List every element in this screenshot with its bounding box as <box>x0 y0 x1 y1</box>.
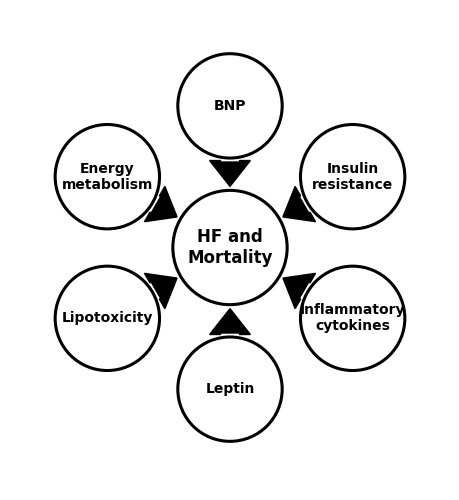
Text: Insulin
resistance: Insulin resistance <box>311 162 392 192</box>
FancyArrow shape <box>282 274 315 308</box>
Text: Leptin: Leptin <box>205 382 254 396</box>
Text: BNP: BNP <box>213 99 246 113</box>
Circle shape <box>178 54 281 158</box>
FancyArrow shape <box>209 308 250 334</box>
Text: Lipotoxicity: Lipotoxicity <box>62 312 153 326</box>
Text: Energy
metabolism: Energy metabolism <box>62 162 153 192</box>
FancyArrow shape <box>209 160 250 186</box>
Circle shape <box>55 266 159 370</box>
Text: HF and
Mortality: HF and Mortality <box>187 228 272 267</box>
FancyArrow shape <box>144 186 177 222</box>
FancyArrow shape <box>144 274 177 308</box>
Circle shape <box>178 337 281 442</box>
Circle shape <box>300 124 404 229</box>
FancyArrow shape <box>282 186 315 222</box>
Circle shape <box>173 190 286 304</box>
Circle shape <box>55 124 159 229</box>
Circle shape <box>300 266 404 370</box>
Text: Inflammatory
cytokines: Inflammatory cytokines <box>299 303 404 334</box>
